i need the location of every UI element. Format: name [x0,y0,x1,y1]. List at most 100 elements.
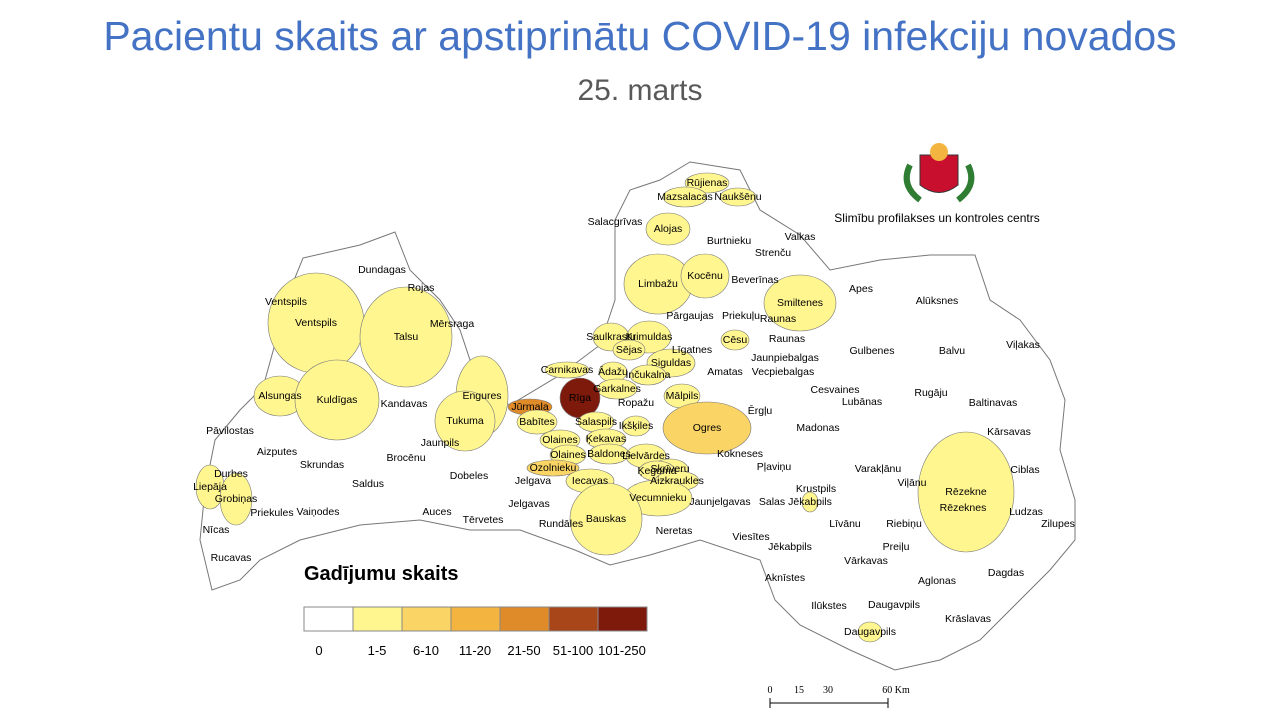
region-label: Vecpiebalgas [752,366,814,378]
region-area [294,359,380,441]
legend-label: 0 [315,643,322,658]
region-label: Ozolnieku [530,462,577,474]
region-label: Engures [462,390,501,402]
region-area [680,253,730,299]
legend-title: Gadījumu skaits [304,563,459,585]
region-label: Rēzekne [945,486,987,498]
region-label: Ķeguma [637,465,676,477]
region-label: Salaspils [575,416,617,428]
region-label: Pļaviņu [757,461,792,473]
region-area [359,286,453,388]
region-label: Liepāja [193,481,227,493]
legend-label: 6-10 [413,643,439,658]
region-label: Jūrmala [511,401,549,413]
region-label: Ādažu [598,366,628,378]
region-label: Skrīveru [650,463,689,475]
region-label: Pāvilostas [206,425,254,437]
region-label: Salacgrīvas [588,216,643,228]
region-area [662,401,752,455]
legend-swatch [303,606,354,632]
region-label: Valkas [785,231,816,243]
region-area [857,621,883,643]
scale-label: 30 [823,685,833,696]
region-label: Bauskas [586,513,626,525]
legend-label: 51-100 [553,643,593,658]
region-label: Auces [422,506,451,518]
region-area [917,431,1015,553]
legend-swatch [548,606,599,632]
region-label: Saulkrastu [586,331,636,343]
region-area [621,415,651,437]
region-label: Burtnieku [707,235,752,247]
logo [903,143,975,203]
region-label: Rīga [569,392,591,404]
region-label: Ilūkstes [811,600,847,612]
region-label: Mērsraga [430,318,475,330]
region-label: Aizkraukles [650,475,704,487]
region-label: Ropažu [618,397,654,409]
region-label: Kandavas [381,398,428,410]
region-label: Jaunjelgavas [689,496,750,508]
region-label: Daugavpils [844,626,896,638]
region-label: Viesītes [732,531,769,543]
scale-bar [769,698,889,708]
region-label: Riebiņu [886,518,922,530]
region-label: Gulbenes [850,345,895,357]
region-label: Vārkavas [844,555,888,567]
region-label: Rucavas [211,552,252,564]
region-label: Alsungas [258,390,301,402]
region-label: Tukuma [446,415,484,427]
region-label: Aknīstes [765,572,805,584]
region-label: Iecavas [572,475,608,487]
region-area [719,187,757,207]
subtitle: 25. marts [577,74,702,107]
scale-label: 60 Km [882,685,910,696]
region-label: Saldus [352,478,384,490]
region-label: Raunas [769,333,805,345]
region-label: Carnikavas [541,364,594,376]
region-label: Tērvetes [463,514,504,526]
region-label: Sējas [616,344,642,356]
region-area [526,459,580,477]
region-label: Olaines [550,449,586,461]
legend-swatch [450,606,501,632]
region-area [544,361,590,379]
region-area [569,482,643,556]
region-label: Salas [759,496,785,508]
region-label: Jaunpils [421,437,460,449]
region-label: Jēkabpils [788,496,832,508]
region-label: Limbažu [638,278,678,290]
region-label: Balvu [939,345,965,357]
region-area [434,390,496,452]
region-label: Brocēnu [386,452,425,464]
region-label: Aglonas [918,575,956,587]
region-label: Kokneses [717,448,763,460]
region-area [801,491,819,513]
region-label: Dagdas [988,567,1024,579]
region-label: Alūksnes [916,295,959,307]
region-label: Jelgava [515,475,551,487]
region-label: Alojas [654,223,683,235]
region-label: Durbes [214,468,248,480]
region-label: Priekuļu [722,310,760,322]
region-area [219,472,253,526]
region-label: Preiļu [883,541,910,553]
region-label: Babītes [519,416,555,428]
region-label: Aizputes [257,446,297,458]
region-label: Varakļānu [855,463,902,475]
region-label: Cēsu [723,334,748,346]
region-label: Naukšēnu [714,191,761,203]
region-label: Ērgļu [748,405,773,417]
region-label: Mālpils [666,390,699,402]
region-label: Kārsavas [987,426,1031,438]
legend-label: 1-5 [368,643,387,658]
region-label: Garkalnes [593,383,641,395]
region-label: Madonas [796,422,839,434]
region-label: Siguldas [651,357,691,369]
title: Pacientu skaits ar apstiprinātu COVID-19… [103,13,1176,59]
region-label: Daugavpils [868,599,920,611]
region-area [763,274,837,332]
region-label: Viļakas [1006,339,1040,351]
scale-label: 0 [768,685,773,696]
